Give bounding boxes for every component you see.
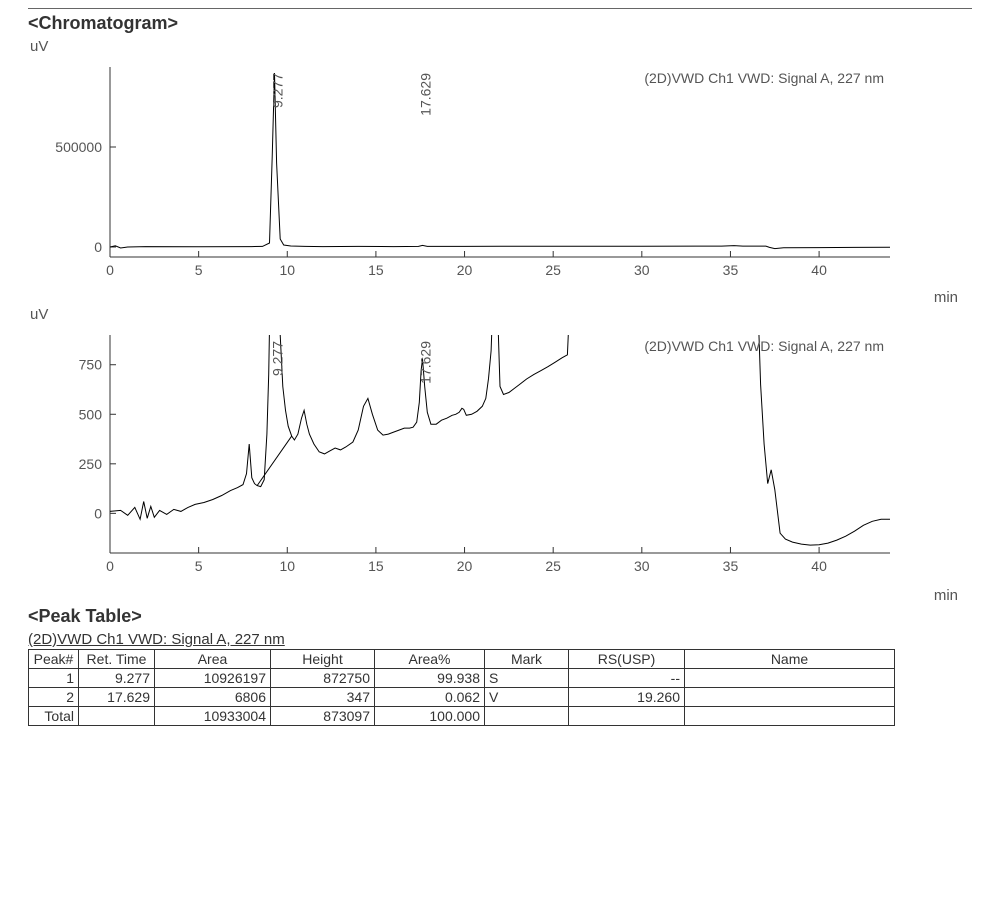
col-header: Area% bbox=[375, 650, 485, 669]
col-header: Name bbox=[685, 650, 895, 669]
svg-text:0: 0 bbox=[106, 558, 114, 574]
svg-text:35: 35 bbox=[723, 558, 739, 574]
svg-text:9.277: 9.277 bbox=[269, 73, 285, 108]
chromatogram-title: <Chromatogram> bbox=[28, 13, 972, 34]
svg-text:25: 25 bbox=[545, 558, 561, 574]
svg-text:40: 40 bbox=[811, 558, 827, 574]
svg-text:5: 5 bbox=[195, 262, 203, 278]
svg-text:500000: 500000 bbox=[55, 139, 102, 155]
peak-table-title: <Peak Table> bbox=[28, 606, 972, 627]
svg-text:(2D)VWD Ch1 VWD: Signal A, 227: (2D)VWD Ch1 VWD: Signal A, 227 nm bbox=[644, 338, 884, 354]
svg-text:30: 30 bbox=[634, 262, 650, 278]
col-header: Ret. Time bbox=[79, 650, 155, 669]
svg-text:20: 20 bbox=[457, 558, 473, 574]
svg-text:(2D)VWD Ch1 VWD: Signal A, 227: (2D)VWD Ch1 VWD: Signal A, 227 nm bbox=[644, 70, 884, 86]
chart2-svg: 0 250 500 750 0 5 10 15 20 25 30 35 40 9.277 17.629 (2D… bbox=[28, 325, 898, 585]
svg-text:15: 15 bbox=[368, 262, 384, 278]
svg-text:15: 15 bbox=[368, 558, 384, 574]
svg-text:9.277: 9.277 bbox=[269, 341, 285, 376]
svg-text:10: 10 bbox=[279, 558, 295, 574]
col-header: Mark bbox=[485, 650, 569, 669]
y-axis-unit-2: uV bbox=[30, 306, 972, 323]
table-row: Total10933004873097100.000 bbox=[29, 707, 895, 726]
svg-text:10: 10 bbox=[279, 262, 295, 278]
table-row: 217.62968063470.062V19.260 bbox=[29, 688, 895, 707]
col-header: RS(USP) bbox=[569, 650, 685, 669]
chart1-svg: 0 500000 0 5 10 15 20 25 30 35 40 9.277 17.629 (2D)VW… bbox=[28, 57, 898, 287]
svg-text:5: 5 bbox=[195, 558, 203, 574]
col-header: Area bbox=[155, 650, 271, 669]
chromatogram-chart-1: 0 500000 0 5 10 15 20 25 30 35 40 9.277 17.629 (2D)VW… bbox=[28, 57, 972, 287]
peak-table-caption: (2D)VWD Ch1 VWD: Signal A, 227 nm bbox=[28, 631, 972, 648]
svg-text:250: 250 bbox=[79, 456, 103, 472]
svg-text:750: 750 bbox=[79, 357, 103, 373]
col-header: Height bbox=[271, 650, 375, 669]
svg-text:40: 40 bbox=[811, 262, 827, 278]
svg-text:0: 0 bbox=[106, 262, 114, 278]
x-axis-unit-2: min bbox=[28, 587, 972, 604]
x-axis-unit-1: min bbox=[28, 289, 972, 306]
svg-text:0: 0 bbox=[94, 505, 102, 521]
chromatogram-chart-2: 0 250 500 750 0 5 10 15 20 25 30 35 40 9.277 17.629 (2D… bbox=[28, 325, 972, 585]
svg-text:17.629: 17.629 bbox=[418, 73, 434, 116]
table-row: 19.2771092619787275099.938S-- bbox=[29, 669, 895, 688]
svg-text:35: 35 bbox=[723, 262, 739, 278]
peak-table: Peak#Ret. TimeAreaHeightArea%MarkRS(USP)… bbox=[28, 649, 895, 726]
svg-text:20: 20 bbox=[457, 262, 473, 278]
svg-text:500: 500 bbox=[79, 406, 103, 422]
svg-text:0: 0 bbox=[94, 239, 102, 255]
svg-text:25: 25 bbox=[545, 262, 561, 278]
y-axis-unit-1: uV bbox=[30, 38, 972, 55]
svg-text:30: 30 bbox=[634, 558, 650, 574]
col-header: Peak# bbox=[29, 650, 79, 669]
svg-text:17.629: 17.629 bbox=[418, 341, 434, 384]
